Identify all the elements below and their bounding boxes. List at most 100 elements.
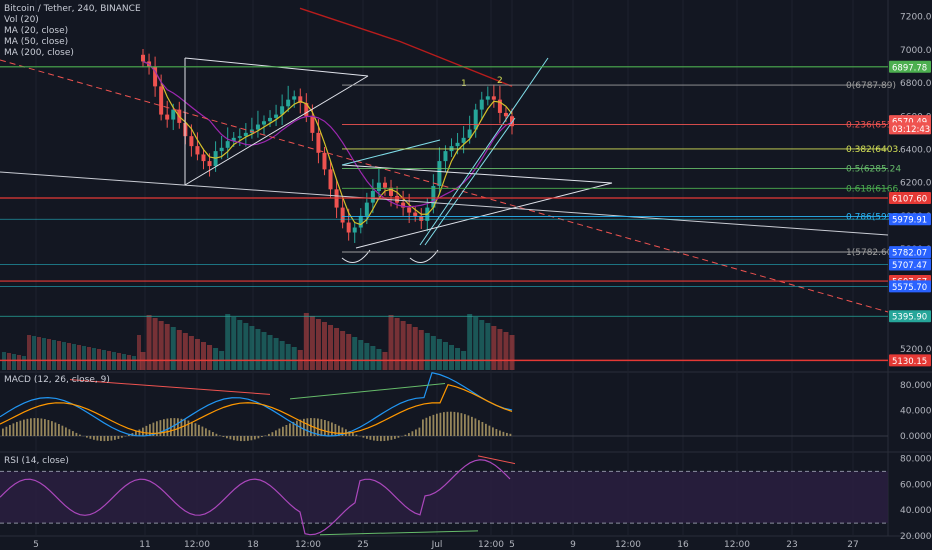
candle-body: [473, 109, 478, 130]
macd-histogram-bar: [40, 418, 43, 436]
fib-level-label: 0.382(6403.: [846, 145, 901, 155]
ma50-indicator-label: MA (50, close): [4, 37, 69, 47]
macd-histogram-bar: [509, 433, 512, 436]
macd-histogram-bar: [219, 435, 221, 436]
macd-histogram-bar: [240, 436, 242, 442]
candle-body: [437, 161, 442, 186]
volume-bar: [358, 340, 364, 370]
vol-indicator-label: Vol (20): [4, 15, 39, 25]
candle-body: [255, 124, 260, 130]
macd-histogram-bar: [100, 436, 102, 441]
macd-histogram-bar: [415, 429, 417, 436]
macd-histogram-bar: [212, 432, 214, 436]
rsi-label: RSI (14, close): [4, 456, 69, 466]
candle-body: [376, 182, 381, 191]
wave-label: 1: [461, 79, 467, 89]
macd-histogram-bar: [2, 428, 4, 436]
candle-body: [219, 147, 224, 152]
time-tick-label: 18: [247, 540, 259, 550]
candle-body: [346, 222, 351, 233]
macd-histogram-bar: [422, 419, 424, 436]
time-tick-label: 11: [139, 540, 150, 550]
volume-bar: [388, 315, 394, 370]
macd-histogram-bar: [173, 418, 176, 436]
macd-histogram-bar: [61, 425, 64, 436]
macd-histogram-bar: [30, 418, 32, 436]
volume-bar: [122, 354, 126, 370]
price-tag-label: 6107.60: [892, 195, 927, 205]
volume-bar: [67, 343, 71, 370]
time-tick-label: 12:00: [724, 540, 750, 550]
volume-bar: [176, 330, 182, 370]
rsi-divergence-line: [319, 530, 479, 536]
volume-bar: [32, 336, 36, 370]
candle-body: [364, 202, 369, 216]
candle-body: [401, 202, 406, 208]
cup-arc: [409, 249, 439, 263]
volume-bar: [182, 333, 188, 370]
ma200-line: [299, 7, 513, 88]
macd-histogram-bar: [404, 434, 407, 436]
wedge-lower-line: [355, 182, 613, 249]
candle-body: [485, 96, 490, 100]
macd-histogram-bar: [107, 436, 109, 441]
volume-bar: [376, 349, 382, 370]
price-tag: [889, 354, 931, 367]
price-tag: [889, 122, 931, 135]
macd-histogram-bar: [261, 436, 263, 438]
macd-histogram-bar: [37, 418, 39, 436]
long-support-line: [0, 171, 889, 236]
candle-body: [443, 151, 448, 162]
candle-body: [171, 109, 176, 120]
price-tag: [889, 246, 931, 259]
symbol-title: Bitcoin / Tether, 240, BINANCE: [4, 4, 141, 14]
rsi-tick-label: 20.0000: [900, 532, 932, 542]
macd-histogram-bar: [89, 436, 92, 439]
macd-histogram-bar: [236, 436, 239, 441]
price-tick-label: 7000.00: [900, 46, 932, 56]
macd-histogram-bar: [222, 436, 225, 437]
macd-histogram-bar: [373, 436, 375, 441]
volume-bar: [137, 335, 141, 370]
macd-histogram-bar: [460, 413, 463, 436]
volume-bar: [479, 320, 485, 370]
macd-histogram-bar: [390, 436, 393, 440]
rising-channel-upper: [419, 57, 549, 246]
volume-bar: [364, 343, 370, 370]
candle-body: [165, 114, 170, 120]
macd-histogram-bar: [471, 416, 473, 436]
macd-histogram-bar: [502, 431, 505, 436]
macd-histogram-bar: [110, 436, 113, 441]
macd-histogram-bar: [114, 436, 116, 440]
candle-body: [352, 227, 357, 233]
macd-histogram-bar: [317, 418, 319, 436]
candle-body: [189, 136, 194, 147]
macd-histogram-bar: [464, 414, 466, 436]
fib-level-label: 0.618(6166.: [846, 184, 901, 194]
macd-line: [0, 371, 513, 437]
volume-bar: [418, 330, 424, 370]
volume-bar: [255, 329, 261, 370]
candle-body: [261, 121, 266, 125]
volume-bar: [455, 348, 461, 370]
macd-histogram-bar: [205, 428, 207, 436]
volume-bar: [194, 339, 200, 370]
candle-body: [497, 99, 502, 113]
volume-bar: [497, 329, 503, 370]
candle-body: [225, 141, 230, 148]
macd-histogram-bar: [9, 425, 11, 436]
macd-histogram-bar: [121, 436, 123, 438]
volume-bar: [146, 315, 152, 370]
macd-histogram-bar: [478, 420, 480, 436]
macd-histogram-bar: [268, 433, 270, 436]
macd-histogram-bar: [352, 432, 354, 436]
ma20-line: [142, 60, 513, 226]
macd-histogram-bar: [177, 418, 179, 436]
price-tag: [889, 310, 931, 323]
rsi-tick-label: 80.0000: [900, 454, 932, 464]
macd-histogram-bar: [96, 436, 99, 441]
macd-histogram-bar: [446, 411, 449, 436]
macd-histogram-bar: [23, 419, 25, 436]
candle-body: [304, 102, 309, 117]
